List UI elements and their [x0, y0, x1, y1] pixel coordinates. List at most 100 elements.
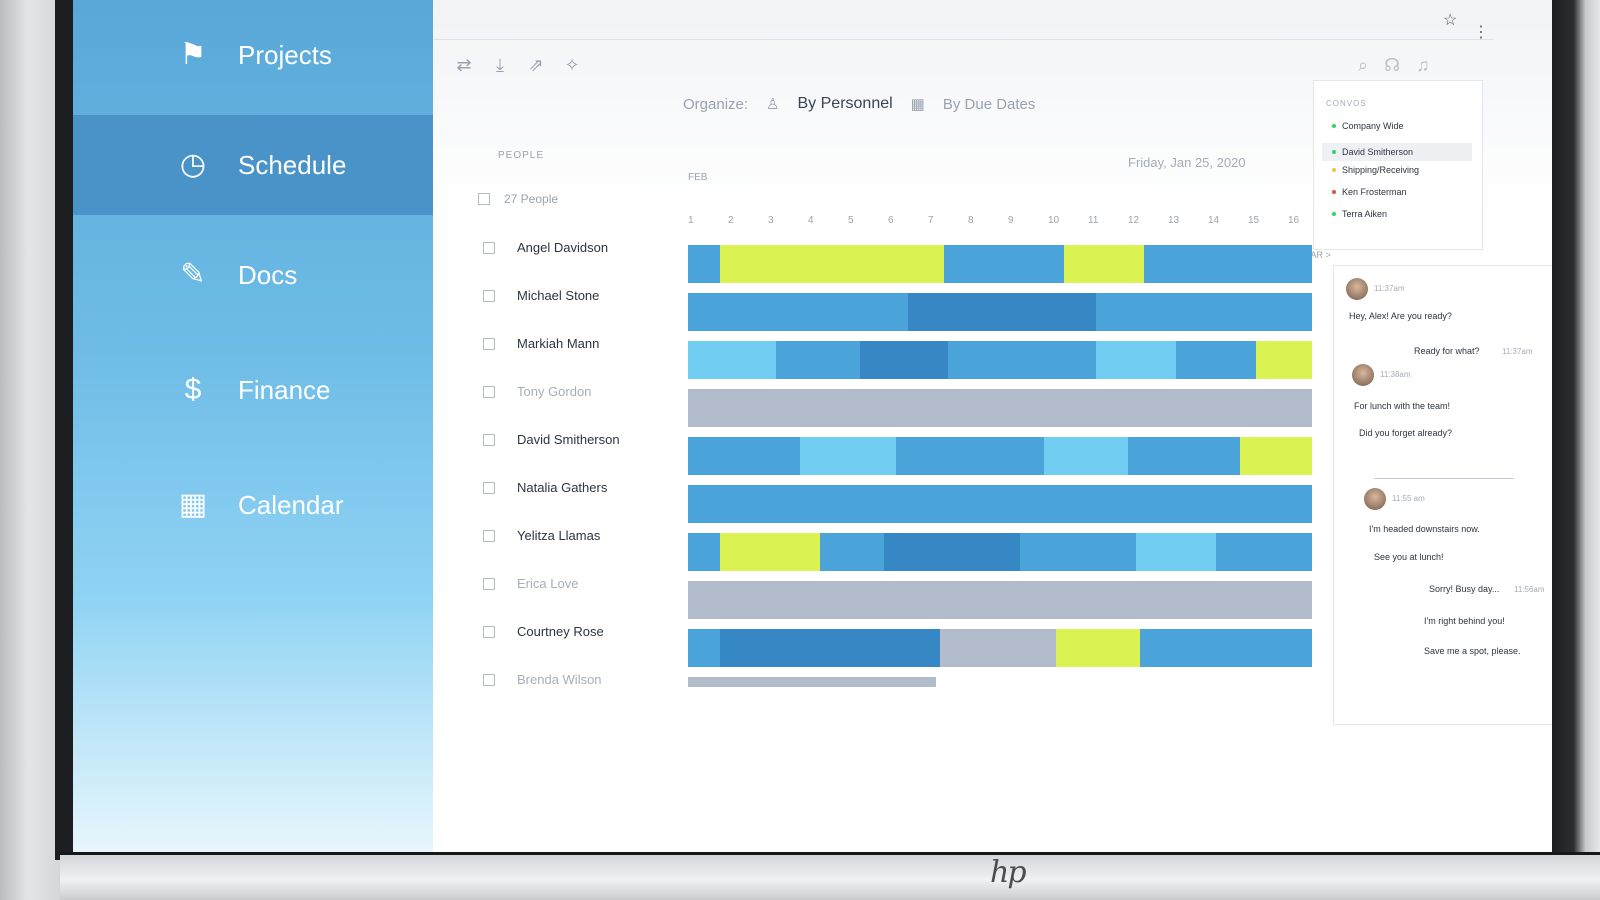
person-checkbox[interactable]	[483, 529, 495, 542]
day-label: 9	[1008, 215, 1014, 226]
schedule-bar[interactable]	[688, 533, 720, 571]
schedule-bar[interactable]	[688, 437, 800, 475]
message-time: 11:38am	[1380, 370, 1411, 379]
gantt-row	[688, 629, 1348, 667]
person-row[interactable]: Erica Love	[483, 576, 578, 591]
schedule-bar[interactable]	[1256, 341, 1312, 379]
person-checkbox[interactable]	[483, 289, 495, 302]
schedule-bar[interactable]	[860, 341, 948, 379]
schedule-bar[interactable]	[884, 533, 1020, 571]
organize-bar: Organize: ♙ By Personnel ▦ By Due Dates	[683, 95, 1035, 113]
person-checkbox[interactable]	[483, 481, 495, 494]
search-icon[interactable]: ⌕	[1358, 55, 1369, 75]
convo-item[interactable]: Shipping/Receiving	[1332, 165, 1419, 175]
reply-text: I'm right behind you!	[1424, 616, 1505, 626]
message-text: I'm headed downstairs now.	[1369, 524, 1480, 534]
schedule-bar[interactable]	[1064, 245, 1144, 283]
person-checkbox[interactable]	[483, 673, 495, 686]
schedule-bar[interactable]	[1056, 629, 1140, 667]
bookmark-star-icon[interactable]: ☆	[1443, 12, 1458, 29]
people-column-header: PEOPLE	[498, 150, 545, 161]
person-row[interactable]: Yelitza Llamas	[483, 528, 600, 543]
schedule-bar[interactable]	[1216, 533, 1312, 571]
person-checkbox[interactable]	[483, 625, 495, 638]
schedule-bar[interactable]	[720, 629, 940, 667]
person-row[interactable]: Natalia Gathers	[483, 480, 607, 495]
brand-logo: hp	[990, 855, 1027, 890]
schedule-bar[interactable]	[776, 341, 860, 379]
person-row[interactable]: David Smitherson	[483, 432, 620, 447]
schedule-bar[interactable]	[720, 533, 820, 571]
convo-item[interactable]: Company Wide	[1332, 121, 1404, 131]
select-all-checkbox[interactable]	[478, 193, 490, 205]
nav-item-calendar[interactable]: ▦ Calendar	[73, 455, 453, 555]
schedule-bar[interactable]	[1140, 629, 1312, 667]
person-row[interactable]: Angel Davidson	[483, 240, 608, 255]
schedule-bar[interactable]	[688, 485, 1312, 523]
organize-by-personnel[interactable]: By Personnel	[797, 95, 893, 112]
person-checkbox[interactable]	[483, 241, 495, 254]
schedule-bar[interactable]	[1044, 437, 1128, 475]
person-checkbox[interactable]	[483, 385, 495, 398]
schedule-bar[interactable]	[940, 629, 1056, 667]
schedule-bar[interactable]	[688, 677, 936, 687]
monitor-bezel-inner	[55, 0, 73, 860]
schedule-bar[interactable]	[720, 245, 944, 283]
person-row[interactable]: Courtney Rose	[483, 624, 604, 639]
more-menu-icon[interactable]: ⋮	[1473, 24, 1489, 41]
schedule-bar[interactable]	[1096, 341, 1176, 379]
person-row[interactable]: Michael Stone	[483, 288, 599, 303]
schedule-bar[interactable]	[688, 629, 720, 667]
schedule-bar[interactable]	[1020, 533, 1136, 571]
schedule-bar[interactable]	[688, 341, 776, 379]
sync-icon[interactable]: ⇄	[456, 55, 472, 75]
day-label: 3	[768, 215, 774, 226]
export-icon[interactable]: ⇗	[528, 55, 544, 75]
schedule-bar[interactable]	[800, 437, 896, 475]
schedule-bar[interactable]	[1240, 437, 1312, 475]
person-name: Natalia Gathers	[517, 480, 608, 495]
schedule-bar[interactable]	[1136, 533, 1216, 571]
schedule-bar[interactable]	[820, 533, 884, 571]
dollar-icon: $	[184, 373, 202, 406]
monitor-chin	[60, 852, 1600, 900]
nav-item-schedule[interactable]: ◷ Schedule	[73, 115, 453, 215]
person-row[interactable]: Markiah Mann	[483, 336, 599, 351]
person-row[interactable]: Tony Gordon	[483, 384, 591, 399]
bell-icon[interactable]: ♫	[1416, 55, 1430, 75]
person-checkbox[interactable]	[483, 577, 495, 590]
schedule-bar[interactable]	[688, 245, 720, 283]
schedule-bar[interactable]	[948, 341, 1096, 379]
schedule-bar[interactable]	[944, 245, 1064, 283]
schedule-bar[interactable]	[688, 293, 908, 331]
day-label: 14	[1208, 215, 1220, 226]
person-checkbox[interactable]	[483, 337, 495, 350]
organize-label: Organize:	[683, 95, 749, 113]
person-name: Markiah Mann	[517, 336, 600, 351]
person-row[interactable]: Brenda Wilson	[483, 672, 602, 687]
organize-by-due-dates[interactable]: By Due Dates	[942, 95, 1036, 113]
schedule-bar[interactable]	[896, 437, 1044, 475]
schedule-bar[interactable]	[1144, 245, 1312, 283]
nav-item-docs[interactable]: ✎ Docs	[73, 225, 453, 325]
headset-icon[interactable]: ☊	[1384, 55, 1401, 75]
day-label: 15	[1248, 215, 1260, 226]
schedule-bar[interactable]	[1096, 293, 1312, 331]
person-checkbox[interactable]	[483, 433, 495, 446]
nav-item-finance[interactable]: $ Finance	[73, 340, 453, 440]
schedule-bar[interactable]	[688, 581, 1312, 619]
download-icon[interactable]: ⤓	[496, 55, 504, 75]
nav-item-projects[interactable]: ⚑ Projects	[73, 5, 453, 105]
schedule-bar[interactable]	[1176, 341, 1256, 379]
convo-item[interactable]: David Smitherson	[1322, 143, 1472, 161]
collapse-icon[interactable]: ✧	[564, 55, 580, 75]
next-month-link[interactable]: MAR >	[1303, 250, 1331, 260]
convo-item[interactable]: Terra Aiken	[1332, 209, 1387, 219]
nav-item-label: Projects	[238, 39, 332, 70]
schedule-bar[interactable]	[908, 293, 1096, 331]
person-name: David Smitherson	[517, 432, 620, 447]
toolbar: ⇄ ⤓ ⇗ ✧	[453, 55, 583, 77]
schedule-bar[interactable]	[688, 389, 1312, 427]
schedule-bar[interactable]	[1128, 437, 1240, 475]
convo-item[interactable]: Ken Frosterman	[1332, 187, 1407, 197]
